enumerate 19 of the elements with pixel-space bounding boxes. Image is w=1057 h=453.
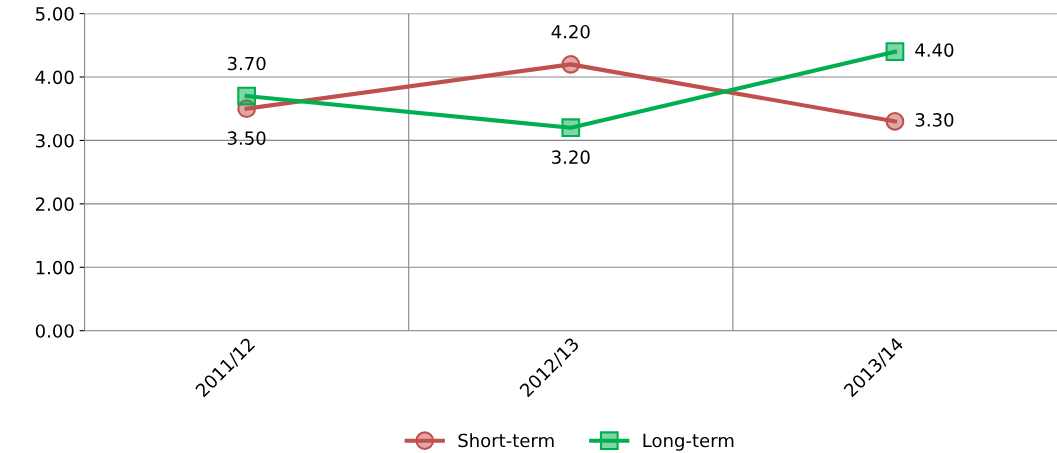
y-tick-label: 3.00 [36,133,74,148]
y-tick-label: 1.00 [36,260,74,275]
data-label: 4.20 [551,24,590,39]
data-label: 3.30 [915,112,954,127]
y-tick-label: 2.00 [35,197,74,211]
point [885,42,905,62]
y-tick-label: 0.00 [35,324,74,338]
point [885,112,905,131]
y-tick-label: 5.00 [36,7,74,21]
point [561,118,581,138]
point [561,54,581,74]
legend-label: Long-term [643,433,734,451]
data-label: 4.40 [915,43,954,57]
legend-label: Short-term [458,433,554,448]
data-label: 3.50 [227,131,266,145]
data-label: 3.20 [552,150,590,164]
data-label: 3.70 [227,56,266,71]
y-tick-label: 4.00 [35,70,74,85]
point [237,86,257,106]
